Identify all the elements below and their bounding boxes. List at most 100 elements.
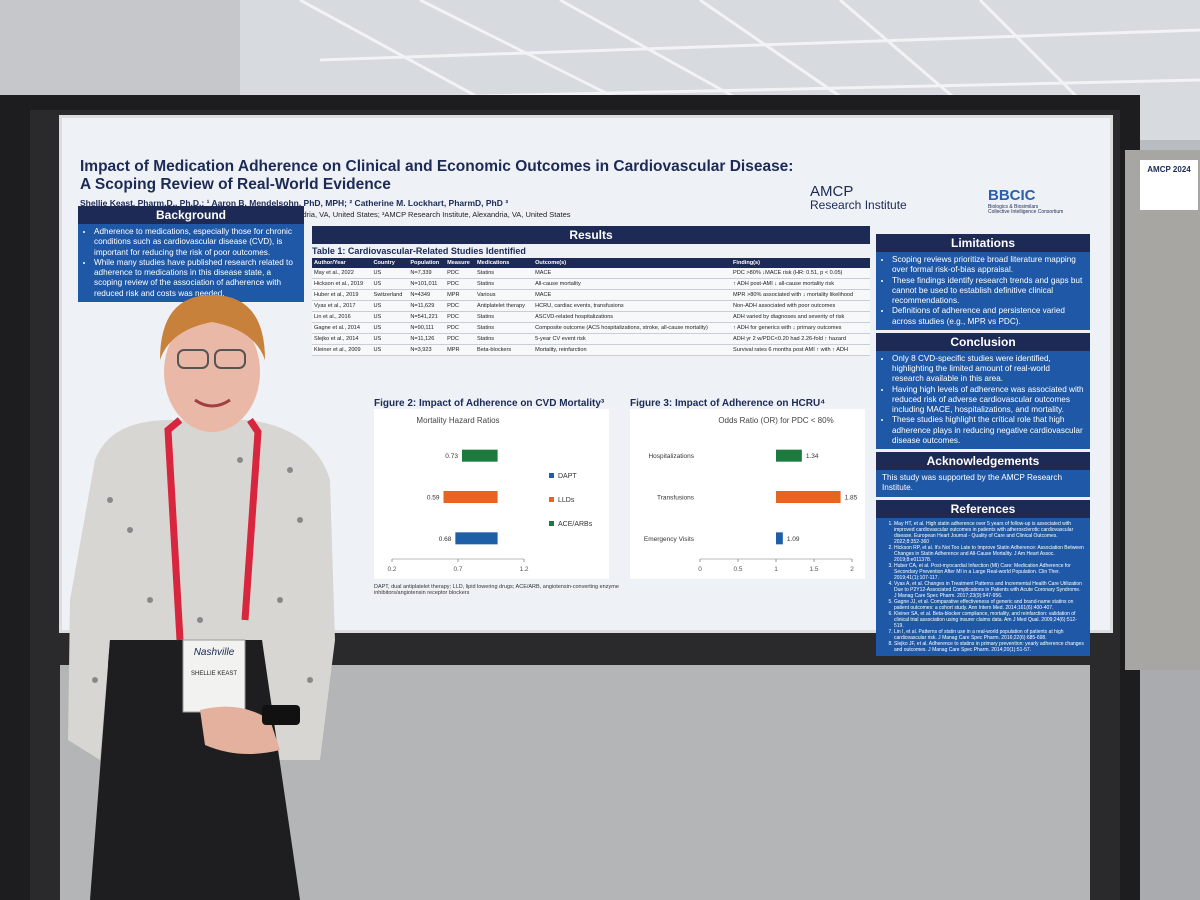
reference: Slejko JF, et al. Adherence to statins i… bbox=[894, 641, 1084, 653]
section-heading: References bbox=[876, 499, 1090, 518]
x-tick-label: 0.5 bbox=[733, 566, 742, 573]
table-cell: N=541,221 bbox=[408, 311, 446, 323]
table-cell: Statins bbox=[475, 278, 534, 290]
amcp-logo: AMCP Research Institute bbox=[810, 184, 907, 211]
x-tick-label: 0 bbox=[698, 566, 702, 573]
section-heading: Limitations bbox=[876, 234, 1090, 252]
bar bbox=[776, 532, 783, 545]
table-title: Table 1: Cardiovascular-Related Studies … bbox=[312, 246, 526, 256]
table-cell: Antiplatelet therapy bbox=[475, 300, 534, 312]
right-column: Limitations Scoping reviews prioritize b… bbox=[876, 234, 1090, 656]
table-cell: US bbox=[371, 322, 409, 334]
table-cell: All-cause mortality bbox=[533, 278, 731, 290]
column-header: Country bbox=[371, 258, 409, 268]
column-header: Outcome(s) bbox=[533, 258, 731, 268]
value-label: 1.85 bbox=[845, 495, 858, 502]
logo-text: BBCIC bbox=[988, 187, 1036, 204]
table-cell: Beta-blockers bbox=[475, 344, 534, 356]
table-row: Vyas et al., 2017 US N=11,629 PDC Antiplatel… bbox=[312, 300, 870, 312]
table-cell: Statins bbox=[475, 322, 534, 334]
table-cell: Gagne et al., 2014 bbox=[312, 322, 372, 334]
column-header: Medications bbox=[475, 258, 534, 268]
legend-label: ACE/ARBs bbox=[558, 521, 593, 528]
reference-list: May HT, et al. High statin adherence ove… bbox=[882, 521, 1084, 653]
table-cell: Switzerland bbox=[371, 289, 409, 301]
reference: Huber CA, et al. Post-myocardial Infarct… bbox=[894, 563, 1084, 581]
table-cell: ADH yr 2 w/PDC<0.20 had 2.26-fold ↑ haza… bbox=[730, 333, 870, 345]
table-cell: MPR bbox=[445, 289, 475, 301]
authors: Shellie Keast, Pharm.D., Ph.D.; ¹ Aaron … bbox=[80, 198, 509, 208]
table-cell: Various bbox=[475, 289, 534, 301]
bullet: These findings identify research trends … bbox=[892, 276, 1084, 307]
bullet: Adherence to medications, especially tho… bbox=[94, 227, 298, 258]
column-header: Author/Year bbox=[312, 258, 372, 268]
figure-title: Figure 2: Impact of Adherence on CVD Mor… bbox=[374, 398, 605, 409]
category-label: Transfusions bbox=[657, 495, 695, 502]
bullet: While many studies have published resear… bbox=[94, 258, 298, 299]
table-cell: PDC >80% ↓MACE risk (HR: 0.51, p < 0.05) bbox=[730, 268, 870, 279]
bullet-list: Adherence to medications, especially tho… bbox=[84, 227, 298, 299]
legend-swatch bbox=[549, 497, 554, 502]
value-label: 1.34 bbox=[806, 453, 819, 460]
table-row: Lin et al., 2016 US N=541,221 PDC Statins ASC… bbox=[312, 311, 870, 323]
table-cell: Hickson et al., 2019 bbox=[312, 278, 372, 290]
chart: Mortality Hazard Ratios 0.2 0.7 1.2 0.73 0.59… bbox=[374, 409, 609, 579]
value-label: 0.59 bbox=[427, 495, 440, 502]
table-cell: Non-ADH associated with poor outcomes bbox=[730, 300, 870, 312]
section-body: Adherence to medications, especially tho… bbox=[78, 224, 304, 302]
table-cell: May et al., 2022 bbox=[312, 268, 372, 279]
section-body: Scoping reviews prioritize broad literat… bbox=[876, 252, 1090, 330]
table-cell: US bbox=[371, 311, 409, 323]
table-cell: N=101,011 bbox=[408, 278, 446, 290]
section-heading: Results bbox=[312, 226, 870, 244]
badge-name: SHELLIE KEAST bbox=[191, 671, 237, 677]
bar bbox=[461, 449, 498, 462]
section-heading: Conclusion bbox=[876, 332, 1090, 351]
x-tick-label: 0.2 bbox=[387, 566, 396, 573]
table-cell: ↑ ADH for generics with ↓ primary outcom… bbox=[730, 322, 870, 334]
section-body: May HT, et al. High statin adherence ove… bbox=[876, 517, 1090, 656]
poster-title: Impact of Medication Adherence on Clinic… bbox=[80, 158, 840, 194]
table-cell: Composite outcome (ACS hospitalizations,… bbox=[533, 322, 731, 334]
table-row: Huber et al., 2019 Switzerland N=4349 MPR Va… bbox=[312, 289, 870, 301]
table-cell: ASCVD-related hospitalizations bbox=[533, 311, 731, 323]
table-row: Gagne et al., 2014 US N=90,111 PDC Statins Co… bbox=[312, 322, 870, 334]
category-label: Hospitalizations bbox=[648, 453, 694, 460]
table-cell: MPR >80% associated with ↓ mortality lik… bbox=[730, 289, 870, 301]
reference: Kleiner SA, et al. Beta-blocker complian… bbox=[894, 611, 1084, 629]
table-cell: Lin et al., 2016 bbox=[312, 311, 372, 323]
bullet: Scoping reviews prioritize broad literat… bbox=[892, 255, 1084, 276]
results-table: Author/Year Country Population Measure Medic… bbox=[312, 258, 870, 356]
column-header: Population bbox=[408, 258, 446, 268]
bullet-list: Only 8 CVD-specific studies were identif… bbox=[882, 354, 1084, 446]
x-tick-label: 2 bbox=[850, 566, 854, 573]
table-row: Hickson et al., 2019 US N=101,011 PDC Statin… bbox=[312, 278, 870, 290]
header-row: Author/Year Country Population Measure Medic… bbox=[312, 258, 870, 268]
table-cell: US bbox=[371, 333, 409, 345]
chart: Odds Ratio (OR) for PDC < 80% 0 0.5 1 1.5 2 1.… bbox=[630, 409, 865, 579]
bar bbox=[776, 491, 841, 503]
reference: Lin I, et al. Patterns of statin use in … bbox=[894, 629, 1084, 641]
table-cell: Slejko et al., 2014 bbox=[312, 333, 372, 345]
table-cell: Statins bbox=[475, 333, 534, 345]
reference: Vyas A, et al. Changes in Treatment Patt… bbox=[894, 581, 1084, 599]
logo-text: AMCP bbox=[810, 183, 854, 200]
table-row: Kleiner et al., 2009 US N=3,923 MPR Beta-blo… bbox=[312, 344, 870, 356]
table-cell: 5-year CV event risk bbox=[533, 333, 731, 345]
table-cell: Mortality, reinfarction bbox=[533, 344, 731, 356]
figure-title: Figure 3: Impact of Adherence on HCRU⁴ bbox=[630, 398, 826, 409]
bullet: Definitions of adherence and persistence… bbox=[892, 306, 1084, 327]
logo-text: Collective Intelligence Consortium bbox=[988, 209, 1064, 215]
table-cell: US bbox=[371, 278, 409, 290]
table-cell: Statins bbox=[475, 268, 534, 279]
x-tick-label: 1.5 bbox=[809, 566, 818, 573]
category-label: Emergency Visits bbox=[644, 536, 695, 543]
table-cell: PDC bbox=[445, 333, 475, 345]
chart-subtitle: Odds Ratio (OR) for PDC < 80% bbox=[718, 416, 833, 425]
sign-text: AMCP 2024 bbox=[1147, 165, 1191, 174]
figure-caption: DAPT, dual antiplatelet therapy; LLD, li… bbox=[374, 584, 619, 596]
table-cell: N=11,629 bbox=[408, 300, 446, 312]
table-cell: US bbox=[371, 300, 409, 312]
